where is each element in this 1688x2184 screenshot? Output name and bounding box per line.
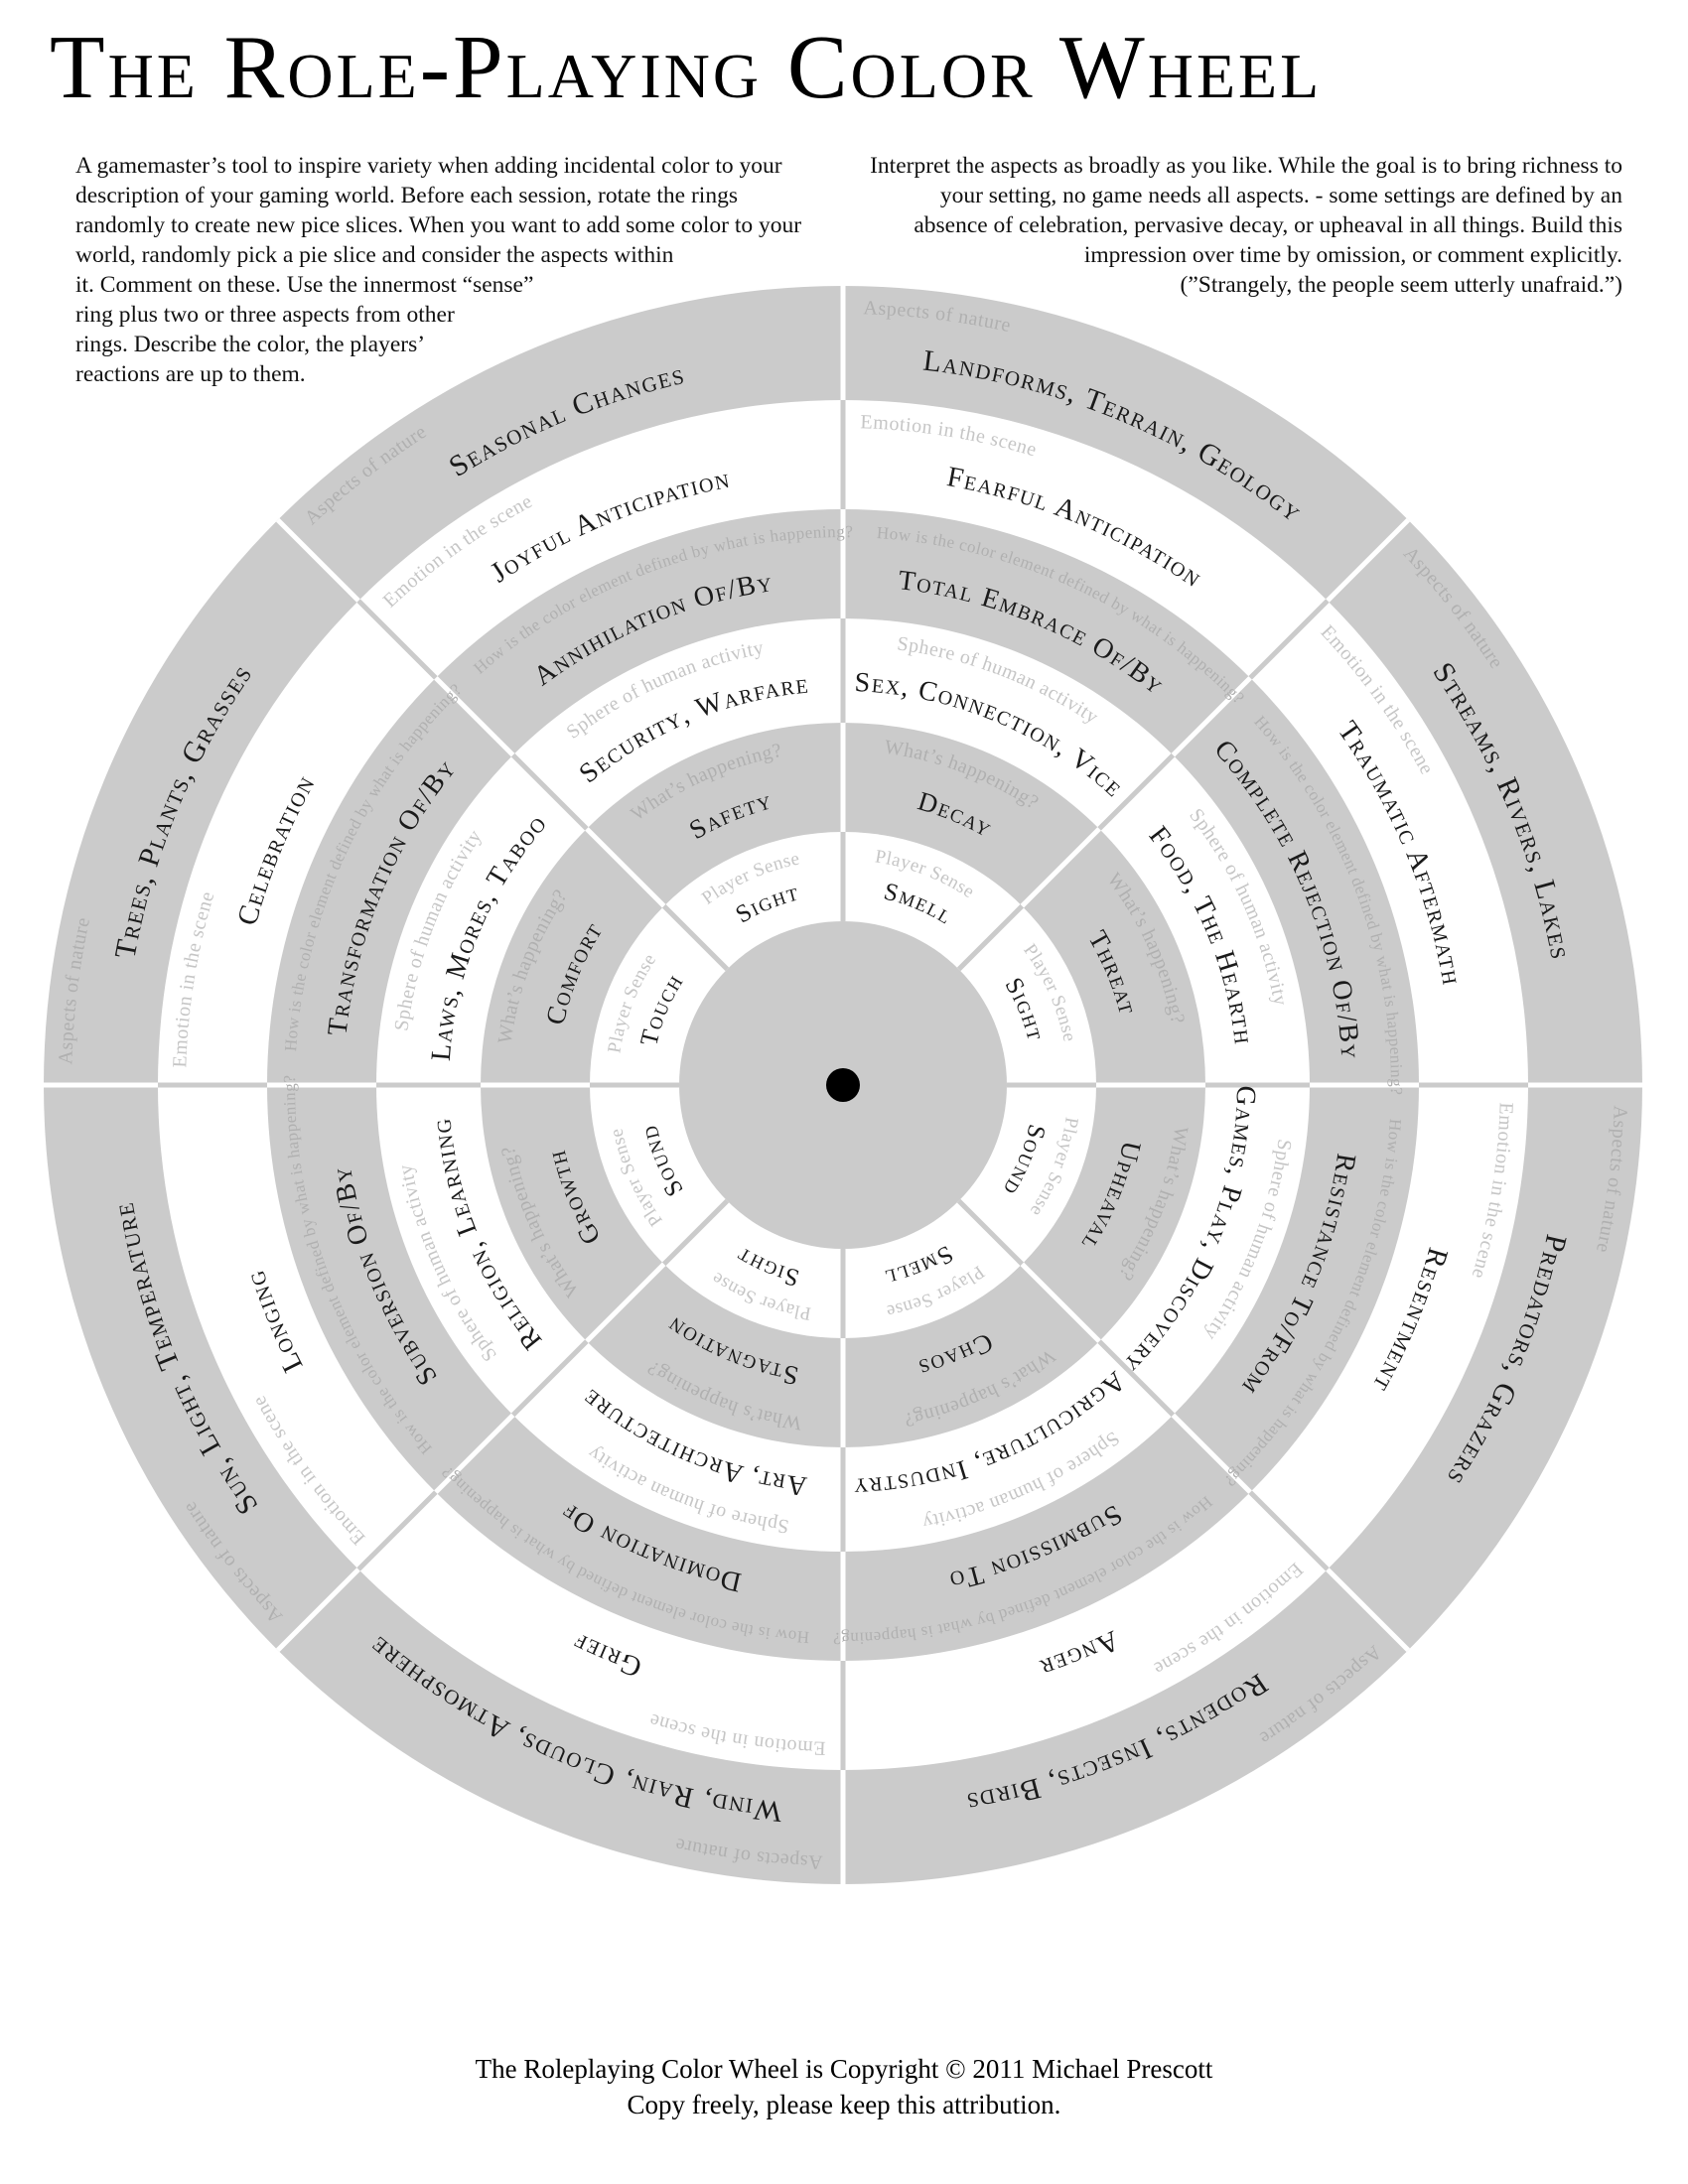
footer-copy-freely-line: Copy freely, please keep this attributio… [627,2090,1061,2119]
wheel-center-dot [826,1068,860,1102]
divider-sphere-of-human-activity-5 [510,1339,589,1418]
divider-whats-happening-7 [585,827,666,908]
divider-emotion-in-the-scene-1 [1248,599,1330,680]
divider-whats-happening-5 [585,1262,666,1343]
divider-sphere-of-human-activity-3 [1097,1339,1176,1418]
divider-color-element-definition-5 [434,1413,515,1494]
divider-emotion-in-the-scene-5 [356,1490,438,1571]
divider-player-sense-1 [956,903,1025,972]
divider-emotion-in-the-scene-7 [356,599,438,680]
divider-whats-happening-1 [1020,827,1101,908]
divider-emotion-in-the-scene-3 [1248,1490,1330,1571]
divider-player-sense-7 [661,903,730,972]
divider-whats-happening-3 [1020,1262,1101,1343]
footer-attribution: The Roleplaying Color Wheel is Copyright… [0,2051,1688,2122]
intro-paragraph-left: A gamemaster’s tool to inspire variety w… [75,151,832,578]
page-title: The Role-Playing Color Wheel [50,17,1323,117]
divider-color-element-definition-7 [434,676,515,757]
divider-aspects-of-nature-1 [1326,518,1410,603]
intro-right-text: Interpret the aspects as broadly as you … [870,153,1622,298]
divider-aspects-of-nature-3 [1326,1568,1410,1652]
divider-player-sense-3 [956,1198,1025,1267]
divider-player-sense-5 [661,1198,730,1267]
divider-aspects-of-nature-5 [276,1568,360,1652]
footer-copyright-line: The Roleplaying Color Wheel is Copyright… [475,2054,1213,2084]
divider-color-element-definition-3 [1171,1413,1252,1494]
divider-sphere-of-human-activity-1 [1097,752,1176,831]
divider-color-element-definition-1 [1171,676,1252,757]
intro-paragraph-right: Interpret the aspects as broadly as you … [866,151,1622,578]
divider-aspects-of-nature-7 [276,518,360,603]
divider-sphere-of-human-activity-7 [510,752,589,831]
intro-left-text: A gamemaster’s tool to inspire variety w… [75,153,802,387]
